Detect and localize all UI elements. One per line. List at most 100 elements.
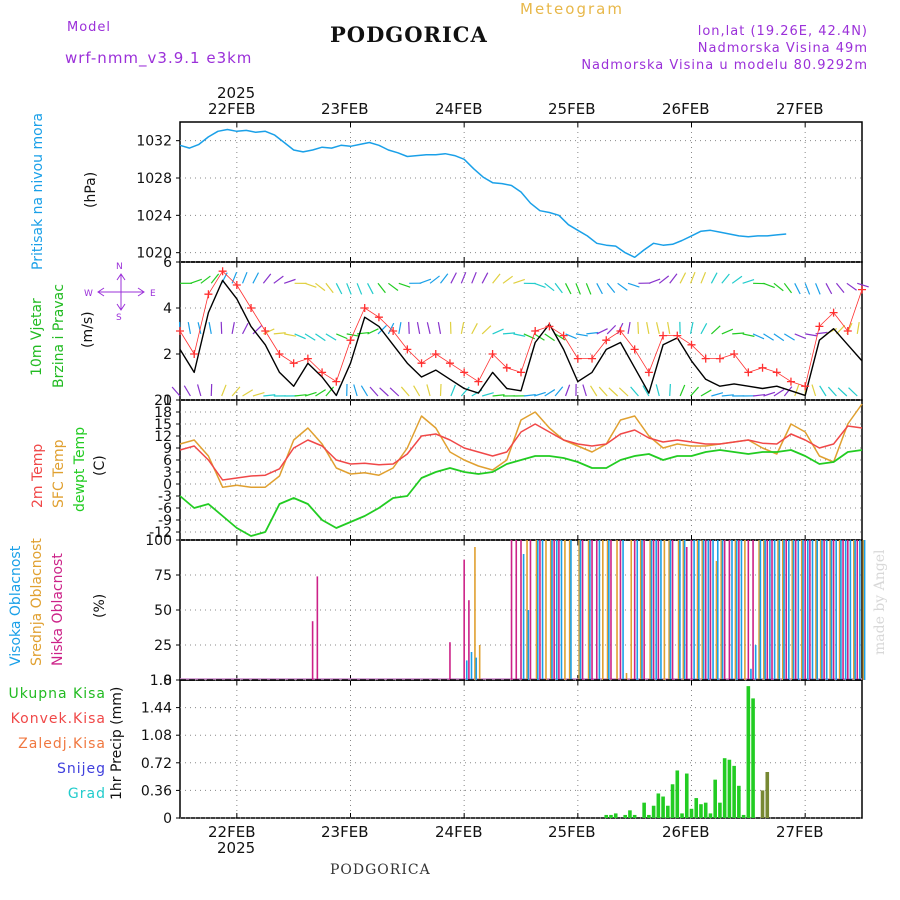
wind-arrow <box>848 387 858 397</box>
wind-arrow <box>784 333 795 341</box>
precip-bar <box>722 758 727 818</box>
wind-arrow <box>763 391 776 397</box>
precip-bar <box>727 759 732 818</box>
wind-arrow <box>523 394 536 397</box>
wind-arrow <box>398 282 411 288</box>
precip-bar <box>689 808 694 818</box>
wind-arrow <box>827 386 837 397</box>
wind-arrow <box>208 321 212 335</box>
y-tick-label: 6 <box>163 453 172 469</box>
wind-arrow <box>783 386 793 397</box>
top-date: 23FEB <box>321 100 369 118</box>
wind-speed-line <box>179 279 863 397</box>
y-tick-label: -3 <box>158 489 172 505</box>
precip-bar <box>666 805 670 818</box>
precip-bar <box>737 785 741 818</box>
wind-arrow <box>388 282 399 291</box>
y-tick-label: 9 <box>163 441 172 457</box>
y-tick-label: 21 <box>154 393 172 409</box>
wind-arrow <box>667 321 671 335</box>
wind-arrow <box>356 283 363 295</box>
wind-arrow <box>773 388 785 397</box>
wind-arrow <box>575 333 588 337</box>
wind-arrow <box>460 386 470 397</box>
wind-arrow <box>819 385 827 397</box>
wind-arrow <box>815 283 821 295</box>
precip-bar <box>628 810 632 818</box>
wind-arrow <box>284 333 297 337</box>
compass-n: N <box>116 262 123 272</box>
wind-arrow <box>429 275 440 284</box>
wind-arrow <box>825 283 833 295</box>
wind-arrow <box>325 282 334 294</box>
bottom-year: 2025 <box>217 839 256 857</box>
wind-compass-icon <box>97 273 145 311</box>
altitude-label: Nadmorska Visina 49m <box>697 41 868 56</box>
wind-arrow <box>710 272 718 284</box>
wind-arrow <box>171 386 181 397</box>
wind-arrow <box>283 278 296 284</box>
precip-bar <box>613 813 618 818</box>
wind-arrow <box>502 332 516 335</box>
wind-arrow <box>586 331 599 335</box>
wind-arrow <box>437 321 442 335</box>
wind-arrow <box>763 333 774 341</box>
y-tick-label: 1.8 <box>150 673 172 689</box>
compass-s: S <box>116 313 122 323</box>
model-name: wrf-nmm_v3.9.1 e3km <box>65 49 253 67</box>
wind-arrow <box>648 278 661 284</box>
wind-arrow <box>590 385 598 397</box>
wind-arrow <box>617 282 628 291</box>
wind-arrow <box>325 386 335 397</box>
wind-arrow <box>783 282 793 294</box>
legend-convective-rain: Konvek.Kisa <box>10 711 106 727</box>
wind-arrow <box>336 333 348 340</box>
wind-arrow <box>627 282 640 288</box>
wind-arrow <box>190 278 202 284</box>
legend-snow: Snijeg <box>56 761 106 777</box>
precip-bar <box>656 793 661 818</box>
wind-gust-line <box>179 270 863 387</box>
wind-arrow <box>187 321 192 335</box>
wind-arrow <box>426 384 431 397</box>
wind-arrow <box>669 273 678 284</box>
wind-arrow <box>196 384 202 397</box>
wind-arrow <box>513 278 525 284</box>
wind-arrow <box>575 283 581 295</box>
top-date: 22FEB <box>208 100 256 118</box>
lonlat-label: lon,lat (19.26E, 42.4N) <box>697 24 868 39</box>
wind-arrow <box>721 273 730 284</box>
top-date: 27FEB <box>776 100 824 118</box>
precip-bar <box>684 773 689 818</box>
wind-arrow <box>582 384 587 397</box>
wind-arrow <box>413 385 421 397</box>
wind-arrow <box>367 328 379 335</box>
wind-arrow <box>544 389 556 397</box>
y-tick-label: -6 <box>158 501 172 517</box>
wind-arrow <box>835 282 845 293</box>
wind-arrow <box>408 321 410 334</box>
precip-bar <box>642 802 646 818</box>
wind-arrow <box>273 275 284 284</box>
y-tick-label: 15 <box>154 417 172 433</box>
y-tick-label: 0 <box>163 477 172 493</box>
precip-bar <box>632 814 637 818</box>
wind-arrow <box>658 275 670 284</box>
bottom-date: 23FEB <box>321 823 369 841</box>
wind-arrow <box>773 333 785 342</box>
wind-arrow <box>606 282 616 294</box>
y-tick-label: 1020 <box>136 246 172 262</box>
wind-arrow <box>742 333 755 337</box>
y-tick-label: 2 <box>163 347 172 363</box>
wind-arrow <box>804 283 811 295</box>
wind-arrow <box>416 321 421 335</box>
wind-arrow <box>700 323 708 335</box>
y-tick-label: 25 <box>154 638 172 654</box>
wind-arrow <box>252 325 262 335</box>
legend-freezing-rain: Zaledj.Kisa <box>18 736 106 752</box>
wind-arrow <box>534 282 546 289</box>
wind-arrow <box>315 333 326 342</box>
precip-bar <box>746 686 751 818</box>
y-tick-label: 4 <box>163 301 172 317</box>
